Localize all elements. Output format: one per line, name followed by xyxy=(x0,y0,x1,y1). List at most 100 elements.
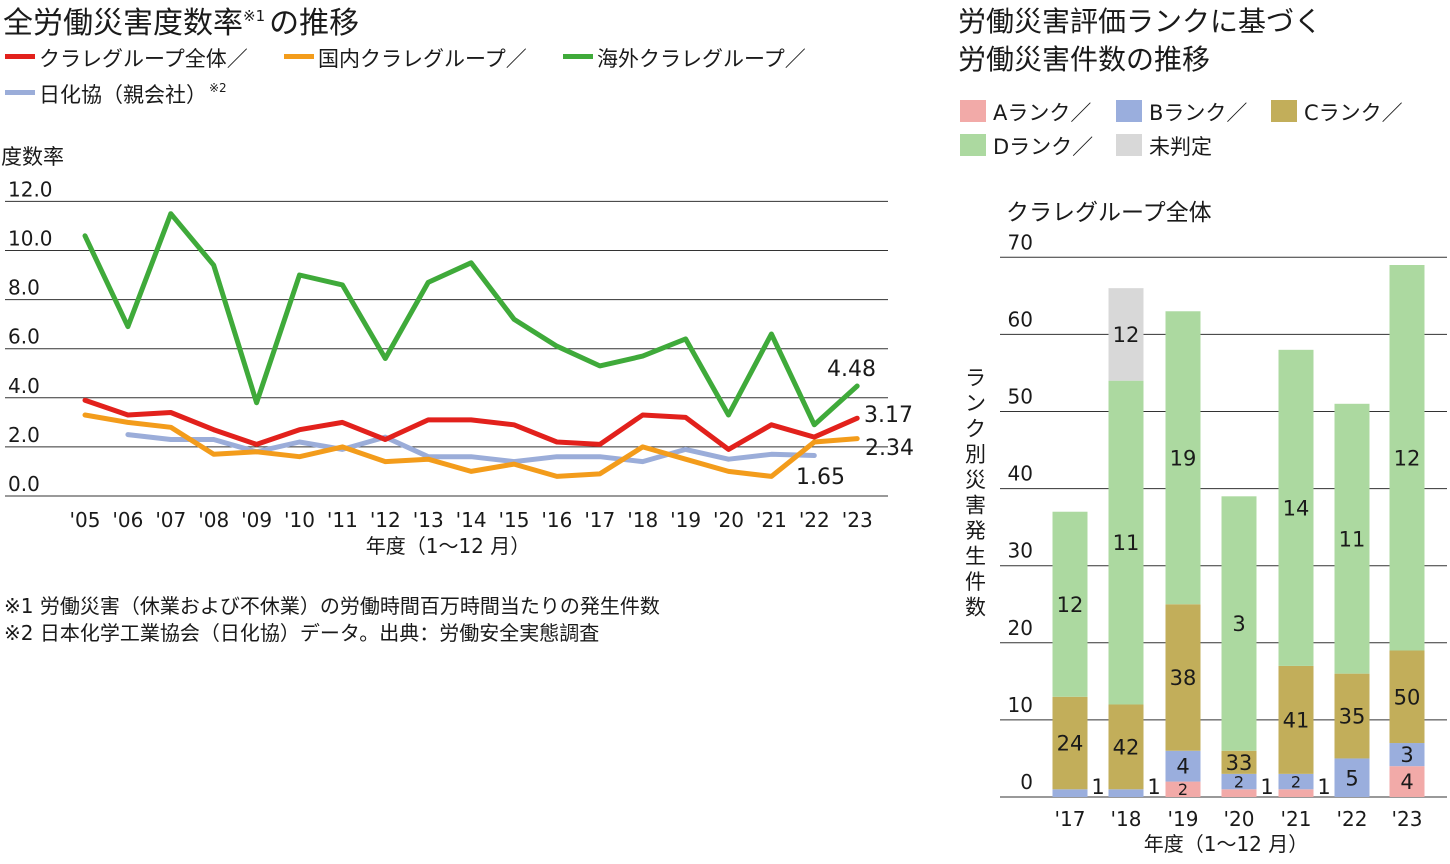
left-y-tick-label: 8.0 xyxy=(8,276,40,300)
footnote-1: ※1 労働災害（休業および不休業）の労働時間百万時間当たりの発生件数 xyxy=(4,594,660,618)
left-x-tick-label: '09 xyxy=(241,508,272,532)
bar-segment-rank-c xyxy=(1278,665,1314,774)
left-x-tick-label: '08 xyxy=(198,508,229,532)
left-x-tick-label: '18 xyxy=(627,508,658,532)
bar-segment-label: 42 xyxy=(1113,735,1140,759)
series-line-overseas xyxy=(82,211,860,428)
bar-segment-rank-c xyxy=(1165,604,1201,751)
bar-segment-rank-b xyxy=(1278,773,1314,790)
legend-swatch-overseas xyxy=(563,54,593,59)
legend-swatch-rank-b xyxy=(1116,100,1142,122)
bar-segment-rank-d xyxy=(1221,496,1257,751)
left-y-ticks: 0.0 2.0 4.0 6.0 8.0 10.0 12.0 xyxy=(8,177,53,496)
left-x-ticks: '05 '06 '07 '08 '09 '10 '11 '12 '13 '14 '15 '16 '17 '… xyxy=(70,508,873,532)
right-y-tick-label: 50 xyxy=(1008,385,1033,409)
bar-segment-label: 19 xyxy=(1170,446,1197,470)
bar-segment-rank-b xyxy=(1221,773,1257,790)
right-y-tick-label: 40 xyxy=(1008,462,1033,486)
left-x-tick-label: '11 xyxy=(327,508,358,532)
legend-label-jcia: 日化協（親会社） ※2 xyxy=(39,81,227,107)
bar-segment-rank-d xyxy=(1108,380,1144,705)
bar-segment-rank-c xyxy=(1334,673,1370,759)
legend-label-domestic: 国内クラレグループ／ xyxy=(318,47,527,71)
bar-segment-label: 12 xyxy=(1057,593,1084,617)
bar-segment-rank-d xyxy=(1389,265,1425,651)
bar-segment-label: 24 xyxy=(1057,732,1084,756)
bar-segment-rank-a xyxy=(1278,789,1314,797)
left-x-tick-label: '22 xyxy=(799,508,830,532)
left-y-tick-label: 12.0 xyxy=(8,177,53,201)
bar-side-label: 1 xyxy=(1091,775,1104,799)
bar-segment-label: 12 xyxy=(1394,446,1421,470)
left-panel: 全労働災害度数率※1 の推移 クラレグループ全体／ 国内クラレグループ／ 海外クラ… xyxy=(1,6,914,645)
bar-segment-rank-b xyxy=(1052,789,1088,797)
left-y-tick-label: 2.0 xyxy=(8,423,40,447)
end-label-domestic: 2.34 xyxy=(865,436,914,461)
bar-segment-rank-a xyxy=(1389,766,1425,797)
bar-segment-label: 2 xyxy=(1291,772,1301,791)
legend-label-rank-c: Cランク／ xyxy=(1304,101,1403,125)
bar-segment-rank-b xyxy=(1165,750,1201,782)
left-x-tick-label: '20 xyxy=(713,508,744,532)
right-y-tick-label: 30 xyxy=(1008,539,1033,563)
right-y-axis-title: ランク別災害発生件数 xyxy=(965,366,986,620)
end-label-group-total: 3.17 xyxy=(864,403,913,428)
right-x-tick-label: '20 xyxy=(1224,807,1255,831)
left-title: 全労働災害度数率※1 の推移 xyxy=(3,6,359,41)
bar-segment-label: 41 xyxy=(1283,708,1310,732)
right-x-tick-label: '21 xyxy=(1281,807,1312,831)
legend-swatch-rank-d xyxy=(960,134,986,156)
bar-segment-rank-d xyxy=(1278,349,1314,666)
right-x-tick-label: '23 xyxy=(1392,807,1423,831)
bar-segment-label: 50 xyxy=(1394,685,1421,709)
series-line-domestic xyxy=(82,412,860,479)
left-x-tick-label: '07 xyxy=(155,508,186,532)
left-x-tick-label: '16 xyxy=(541,508,572,532)
right-x-tick-label: '18 xyxy=(1111,807,1142,831)
right-legend: Aランク／ Bランク／ Cランク／ Dランク／ 未判定 xyxy=(960,100,1403,159)
right-y-tick-label: 10 xyxy=(1008,693,1033,717)
left-y-axis-title: 度数率 xyxy=(1,145,64,169)
left-y-tick-label: 0.0 xyxy=(8,472,40,496)
left-y-tick-label: 10.0 xyxy=(8,227,53,251)
left-series-lines xyxy=(82,211,860,479)
right-chart-subtitle: クラレグループ全体 xyxy=(1006,200,1212,226)
bar-segment-label: 11 xyxy=(1339,527,1366,551)
bar-segment-label: 3 xyxy=(1400,743,1413,767)
bar-segment-rank-c xyxy=(1389,650,1425,744)
bar-segment-rank-c xyxy=(1052,696,1088,790)
right-y-tick-label: 60 xyxy=(1008,307,1033,331)
right-y-tick-label: 0 xyxy=(1020,770,1033,794)
bar-segment-rank-d xyxy=(1165,311,1201,605)
end-label-overseas: 4.48 xyxy=(827,357,876,382)
bar-segment-label: 38 xyxy=(1170,666,1197,690)
bar-segment-rank-b xyxy=(1108,789,1144,797)
legend-swatch-group-total xyxy=(5,54,35,59)
left-x-tick-label: '05 xyxy=(70,508,101,532)
legend-label-rank-d: Dランク／ xyxy=(993,135,1093,159)
right-panel: 労働災害評価ランクに基づく 労働災害件数の推移 Aランク／ Bランク／ Cランク… xyxy=(958,5,1447,856)
right-y-ticks: 0 10 20 30 40 50 60 70 xyxy=(1008,230,1033,794)
bar-segment-rank-c xyxy=(1108,704,1144,790)
left-x-tick-label: '13 xyxy=(413,508,444,532)
bar-segment-label: 2 xyxy=(1234,772,1244,791)
left-x-tick-label: '17 xyxy=(584,508,615,532)
legend-label-rank-a: Aランク／ xyxy=(993,101,1091,125)
right-x-ticks: '17 '18 '19 '20 '21 '22 '23 xyxy=(1055,807,1423,831)
left-y-tick-label: 6.0 xyxy=(8,325,40,349)
bar-segment-rank-a xyxy=(1221,789,1257,797)
footnote-2: ※2 日本化学工業協会（日化協）データ。出典：労働安全実態調査 xyxy=(4,621,599,645)
legend-swatch-rank-a xyxy=(960,100,986,122)
bar-segment-undetermined xyxy=(1108,288,1144,381)
left-legend: クラレグループ全体／ 国内クラレグループ／ 海外クラレグループ／ 日化協（親会社… xyxy=(5,47,806,107)
bar-segment-rank-b xyxy=(1389,743,1425,767)
bar-segment-label: 14 xyxy=(1283,496,1310,520)
bar-side-label: 1 xyxy=(1317,775,1330,799)
end-label-jcia: 1.65 xyxy=(796,465,845,490)
legend-swatch-rank-c xyxy=(1271,100,1297,122)
left-x-tick-label: '15 xyxy=(499,508,530,532)
bar-segment-label: 35 xyxy=(1339,705,1366,729)
right-x-axis-title: 年度（1〜12 月） xyxy=(1144,832,1309,856)
right-y-tick-label: 70 xyxy=(1008,230,1033,254)
